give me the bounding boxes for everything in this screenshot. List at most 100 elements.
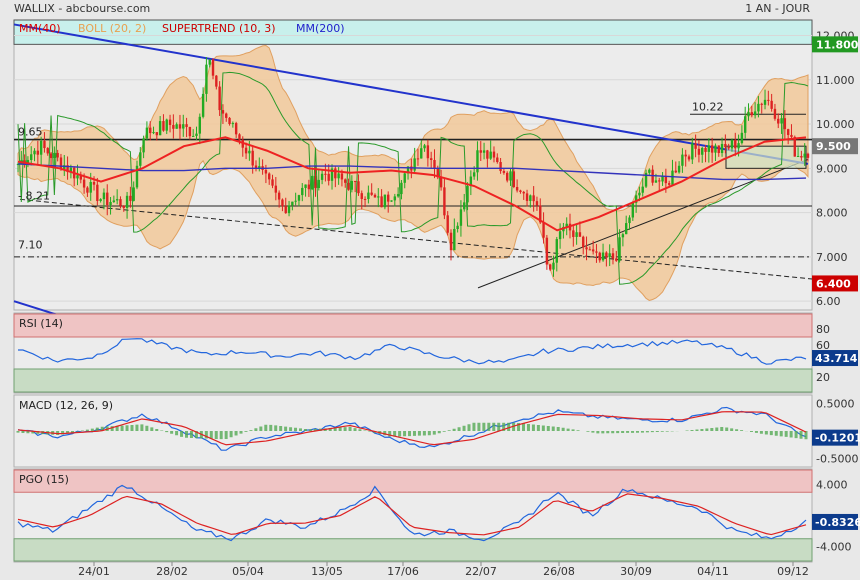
candle-body <box>284 206 287 214</box>
price-tick-label: 6.00 <box>816 295 841 308</box>
x-tick-label: 04/11 <box>697 565 729 578</box>
candle-body <box>330 168 334 181</box>
candle-body <box>310 175 314 190</box>
candle-body <box>496 157 499 162</box>
candle-body <box>195 133 198 136</box>
candle-body <box>426 145 430 159</box>
candle-body <box>142 138 145 153</box>
candle-body <box>615 258 618 261</box>
candle-body <box>575 232 578 237</box>
candle-body <box>436 168 439 178</box>
candle-body <box>99 199 102 201</box>
candle-body <box>49 153 53 159</box>
candle-body <box>221 110 225 114</box>
candle-body <box>168 119 172 125</box>
x-tick-label: 09/12 <box>777 565 809 578</box>
candle-body <box>347 182 350 190</box>
price-tag: 11.800 <box>816 38 859 51</box>
candle-body <box>76 175 79 179</box>
pgo-tick: 4.000 <box>816 479 848 492</box>
candle-body <box>578 232 582 237</box>
mm200-line <box>17 163 807 181</box>
candle-body <box>727 147 730 149</box>
pgo-panel <box>13 469 813 562</box>
pgo-signal <box>17 493 807 536</box>
candle-body <box>205 64 208 94</box>
candle-body <box>274 185 278 193</box>
candle-body <box>631 202 635 218</box>
candle-body <box>750 112 754 116</box>
candle-body <box>208 59 211 65</box>
legend-supertrend: SUPERTREND (10, 3) <box>162 22 276 35</box>
candle-body <box>654 180 658 183</box>
candle-body <box>522 191 525 194</box>
candle-body <box>545 237 549 265</box>
candle-body <box>122 205 125 208</box>
price-tag: 9.500 <box>816 140 851 153</box>
candle-body <box>350 180 354 190</box>
candle-body <box>125 195 129 208</box>
candle-body <box>529 195 532 201</box>
candle-body <box>734 139 737 149</box>
price-tick-label: 9.000 <box>816 162 848 175</box>
candle-body <box>796 156 800 158</box>
candle-body <box>344 179 347 183</box>
candle-body <box>598 252 601 261</box>
candle-body <box>139 152 142 166</box>
candle-body <box>89 182 92 193</box>
candle-body <box>158 121 162 136</box>
candle-body <box>360 193 363 199</box>
candle-body <box>155 132 159 136</box>
candle-body <box>152 132 155 134</box>
candle-body <box>535 201 539 206</box>
candle-body <box>459 209 463 226</box>
candle-body <box>185 124 188 127</box>
candle-body <box>429 158 433 160</box>
x-tick-label: 17/06 <box>387 565 419 578</box>
legend-boll: BOLL (20, 2) <box>78 22 146 35</box>
candle-body <box>102 192 106 200</box>
candle-body <box>770 100 773 109</box>
price-tag-bg <box>812 36 858 53</box>
candle-body <box>697 148 701 155</box>
macd-histogram <box>16 422 808 440</box>
macd-panel <box>16 406 808 451</box>
candle-body <box>618 237 621 261</box>
candle-body <box>215 75 218 87</box>
candle-body <box>753 111 757 116</box>
candle-body <box>717 145 720 154</box>
overbought-zone <box>13 313 813 338</box>
mm40-line <box>17 136 807 232</box>
dashed-trendline <box>19 198 813 280</box>
candle-body <box>363 198 367 200</box>
blue-downtrend <box>13 23 809 165</box>
x-tick-label: 28/02 <box>156 565 188 578</box>
candle-body <box>449 232 453 251</box>
candle-body <box>373 194 377 198</box>
candle-body <box>664 175 668 184</box>
candle-body <box>588 249 592 251</box>
candle-body <box>367 192 370 200</box>
candle-body <box>46 148 49 154</box>
candle-body <box>69 167 73 172</box>
macd-value: -0.1201 <box>815 432 860 445</box>
candle-body <box>307 184 311 190</box>
candle-body <box>601 252 605 261</box>
candle-body <box>211 59 215 76</box>
rsi-tick: 80 <box>816 323 830 336</box>
candle-body <box>178 124 182 129</box>
macd-tick: -0.5000 <box>816 453 858 466</box>
candle-body <box>39 140 43 155</box>
candle-body <box>201 93 205 117</box>
candle-body <box>149 127 152 134</box>
candle-body <box>677 165 681 173</box>
price-tag-bg <box>812 275 858 292</box>
candle-body <box>684 154 687 157</box>
candle-body <box>317 179 320 188</box>
candle-body <box>324 173 327 175</box>
candle-body <box>353 180 357 182</box>
candle-body <box>489 151 492 159</box>
candle-body <box>694 143 697 149</box>
candle-body <box>648 169 651 173</box>
